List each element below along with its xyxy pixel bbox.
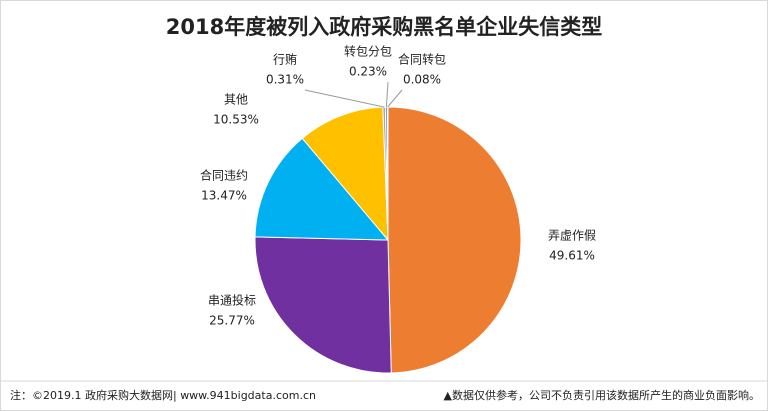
leader-line xyxy=(304,89,385,108)
slice-label: 弄虚作假 xyxy=(548,229,596,243)
slice-value: 0.08% xyxy=(403,73,441,87)
slice-value: 10.53% xyxy=(213,113,259,127)
chart-title: 2018年度被列入政府采购黑名单企业失信类型 xyxy=(166,15,602,39)
leader-line xyxy=(385,81,389,108)
slice-label: 合同违约 xyxy=(200,168,248,183)
pie-slice xyxy=(301,106,389,242)
pie-slice xyxy=(386,106,389,241)
slice-value: 25.77% xyxy=(209,314,255,328)
leader-line xyxy=(387,89,403,108)
slice-value: 13.47% xyxy=(201,189,247,203)
slice-label: 合同转包 xyxy=(398,52,446,67)
slice-label: 其他 xyxy=(224,93,248,107)
footer-disclaimer: ▲数据仅供参考，公司不负责引用该数据所产生的商业负面影响。 xyxy=(444,388,760,402)
slice-value: 0.31% xyxy=(266,73,304,87)
footer-note: 注：©2019.1 政府采购大数据网| www.941bigdata.com.c… xyxy=(10,388,316,402)
slice-value: 49.61% xyxy=(549,249,595,263)
slice-label: 转包分包 xyxy=(344,44,392,59)
slice-value: 0.23% xyxy=(349,65,387,79)
slice-label: 行贿 xyxy=(273,53,297,67)
pie-slice xyxy=(254,137,390,241)
pie-slice xyxy=(254,236,392,374)
slice-label: 串通投标 xyxy=(208,293,256,308)
pie-slice xyxy=(387,106,522,374)
